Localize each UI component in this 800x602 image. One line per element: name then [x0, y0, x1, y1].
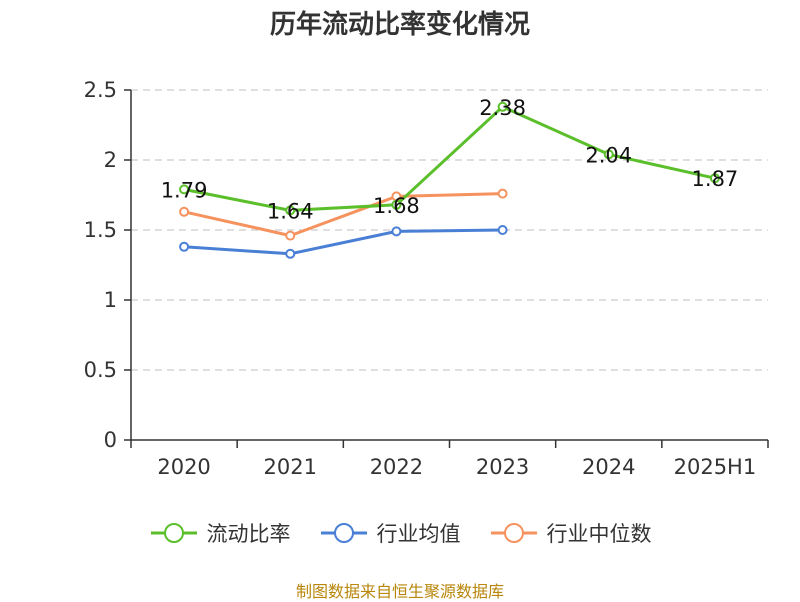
series-0	[179, 101, 720, 216]
legend-label: 行业中位数	[546, 522, 652, 546]
data-point	[285, 248, 296, 259]
x-tick-label: 2020	[157, 455, 210, 479]
data-point	[391, 199, 402, 210]
x-tick-label: 2022	[370, 455, 423, 479]
data-label: 1.79	[161, 178, 208, 202]
data-label: 1.87	[692, 167, 739, 191]
legend-item-1[interactable]: 行业均值	[319, 518, 461, 548]
x-tick-label: 2023	[476, 455, 529, 479]
data-point	[179, 241, 190, 252]
legend: 流动比率 行业均值 行业中位数	[0, 518, 800, 548]
legend-marker-icon	[320, 523, 367, 543]
y-tick-label: 0	[104, 428, 117, 452]
data-point	[179, 206, 190, 217]
data-label: 1.64	[267, 199, 314, 223]
data-label: 2.38	[479, 96, 526, 120]
data-point	[179, 184, 190, 195]
chart-title: 历年流动比率变化情况	[269, 10, 530, 40]
x-tick-label: 2021	[264, 455, 317, 479]
data-label: 1.68	[373, 194, 420, 218]
data-label: 2.04	[585, 143, 632, 167]
data-point	[391, 226, 402, 237]
legend-item-2[interactable]: 行业中位数	[489, 518, 652, 548]
series-line	[183, 192, 503, 238]
source-note: 制图数据来自恒生聚源数据库	[295, 582, 504, 601]
y-tick-label: 1	[104, 288, 117, 312]
y-tick-label: 0.5	[84, 358, 117, 382]
series-line	[183, 228, 503, 256]
data-point	[285, 205, 296, 216]
series-1	[179, 225, 508, 259]
legend-marker-icon	[490, 523, 537, 543]
x-tick-label: 2025H1	[674, 455, 757, 479]
data-point	[497, 225, 508, 235]
legend-label: 行业均值	[376, 522, 461, 546]
data-point	[497, 188, 508, 199]
x-tick-label: 2024	[582, 455, 635, 479]
data-point	[285, 230, 296, 241]
y-tick-label: 1.5	[84, 218, 117, 242]
y-tick-label: 2.5	[84, 78, 117, 102]
data-point	[709, 173, 720, 184]
y-tick-label: 2	[104, 148, 117, 172]
data-point	[603, 149, 614, 160]
series-2	[179, 188, 508, 241]
legend-marker-icon	[150, 523, 197, 543]
legend-item-0[interactable]: 流动比率	[149, 518, 291, 548]
legend-label: 流动比率	[206, 522, 291, 546]
series-line	[183, 105, 716, 212]
data-point	[497, 101, 508, 112]
